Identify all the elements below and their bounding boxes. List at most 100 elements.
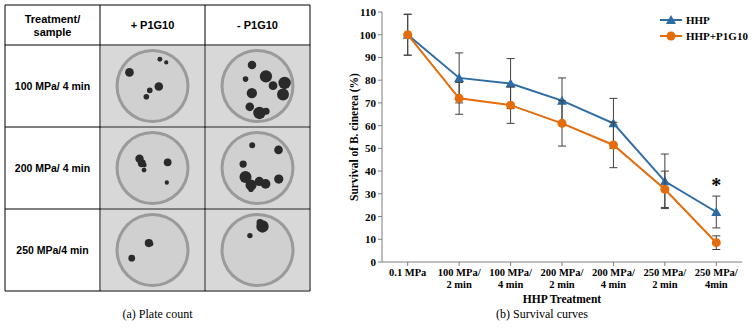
data-point	[712, 238, 721, 247]
colony	[138, 159, 146, 167]
table-line	[5, 127, 310, 128]
dish-rim	[221, 213, 295, 287]
colony	[245, 103, 254, 112]
y-tick-label: 0	[371, 256, 377, 268]
y-tick	[378, 80, 382, 81]
x-tick-line: 2 min	[446, 279, 472, 290]
legend-marker	[667, 32, 676, 41]
y-tick-label: 50	[365, 142, 377, 154]
header-line: sample	[34, 26, 72, 38]
y-tick	[378, 171, 382, 172]
y-tick-label: 30	[365, 188, 377, 200]
error-bar	[609, 122, 617, 167]
y-tick	[378, 12, 382, 13]
error-bar	[661, 154, 669, 209]
plate-table: Treatment/sample+ P1G10- P1G10100 MPa/ 4…	[5, 5, 310, 291]
error-cap	[455, 82, 463, 83]
header-cell: Treatment/sample	[25, 13, 81, 38]
colony	[249, 142, 255, 148]
y-axis	[382, 12, 383, 262]
x-tick-line: 100 MPa/	[438, 267, 482, 278]
x-tick-label: 0.1 MPa	[389, 267, 427, 278]
y-tick	[378, 148, 382, 149]
photo-bg	[206, 128, 309, 208]
row-label: 100 MPa/ 4 min	[15, 80, 90, 92]
colony	[243, 76, 249, 82]
x-tick-line: 2 min	[549, 279, 575, 290]
dish-rim	[116, 213, 190, 287]
table-line	[5, 5, 310, 6]
colony	[248, 61, 256, 69]
x-tick-label: 100 MPa/2 min	[438, 267, 482, 290]
photo-bg	[206, 210, 309, 290]
colony	[144, 94, 150, 100]
dish	[119, 52, 187, 120]
dish-rim	[221, 49, 295, 123]
x-tick-line: 200 MPa/	[541, 267, 585, 278]
header-cell: + P1G10	[131, 19, 175, 31]
data-point	[506, 101, 515, 110]
photo-bg	[101, 46, 204, 126]
photo-bg	[101, 128, 204, 208]
y-tick-label: 20	[365, 211, 377, 223]
figure: Treatment/sample+ P1G10- P1G10100 MPa/ 4…	[0, 0, 753, 330]
data-point	[403, 30, 412, 39]
x-tick-line: 100 MPa/	[489, 267, 533, 278]
legend-label: HHP	[686, 14, 710, 26]
y-tick-label: 80	[365, 74, 377, 86]
error-cap	[455, 114, 463, 115]
error-bar	[507, 87, 515, 123]
table-line	[5, 5, 6, 291]
y-tick-label: 70	[365, 97, 377, 109]
error-cap	[609, 122, 617, 123]
error-cap	[507, 87, 515, 88]
error-cap	[712, 227, 720, 228]
y-tick	[378, 216, 382, 217]
error-bar	[404, 14, 412, 55]
colony	[274, 174, 283, 183]
dish-rim	[116, 49, 190, 123]
y-tick-label: 110	[360, 6, 376, 18]
x-tick-line: 2 min	[652, 279, 678, 290]
x-tick	[562, 262, 563, 266]
y-tick	[378, 239, 382, 240]
data-point	[506, 79, 516, 88]
error-cap	[661, 207, 669, 208]
table-line	[205, 5, 206, 291]
chart: 01020304050607080901001100.1 MPa100 MPa/…	[348, 6, 748, 305]
y-tick	[378, 34, 382, 35]
x-tick-line: 200 MPa/	[592, 267, 636, 278]
error-bar	[712, 196, 720, 228]
data-point	[711, 207, 721, 216]
colony	[257, 219, 264, 226]
dish-rim	[221, 131, 295, 205]
y-tick-label: 60	[365, 120, 377, 132]
data-point	[558, 119, 567, 128]
x-tick	[407, 262, 408, 266]
colony	[269, 81, 278, 90]
error-bar	[455, 82, 463, 114]
colony	[261, 179, 271, 189]
x-tick-label: 100 MPa/4 min	[489, 267, 533, 290]
error-cap	[404, 55, 412, 56]
data-point	[609, 140, 618, 149]
colony	[145, 239, 153, 247]
error-cap	[507, 123, 515, 124]
colony	[157, 57, 162, 62]
colony	[128, 255, 135, 262]
error-cap	[609, 98, 617, 99]
error-bar	[404, 14, 412, 55]
error-cap	[558, 77, 566, 78]
series-line	[408, 35, 717, 243]
error-cap	[455, 52, 463, 53]
error-cap	[404, 55, 412, 56]
table-line	[5, 291, 310, 292]
row-label: 200 MPa/ 4 min	[15, 162, 90, 174]
y-tick-label: 100	[360, 29, 377, 41]
x-tick	[459, 262, 460, 266]
colony	[164, 158, 172, 166]
x-tick-line: 4 min	[601, 279, 627, 290]
dish	[119, 216, 187, 284]
y-tick-label: 40	[365, 165, 377, 177]
error-cap	[712, 235, 720, 236]
